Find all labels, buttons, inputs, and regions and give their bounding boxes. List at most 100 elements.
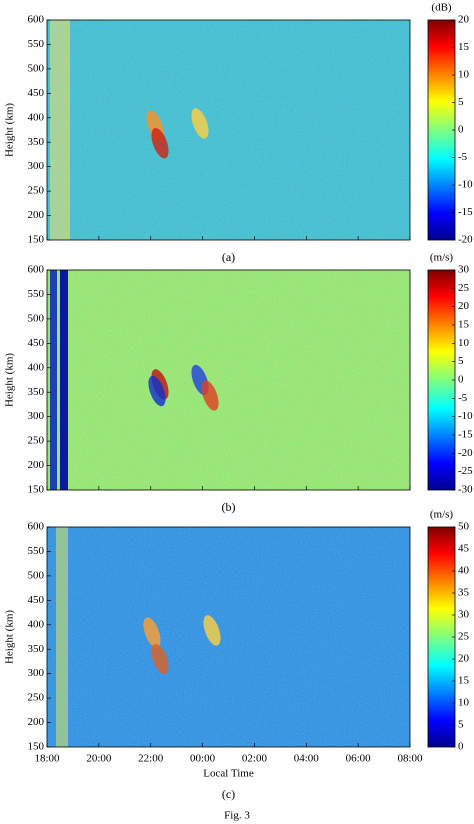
colorbar-tick-label: 40: [458, 565, 470, 577]
x-tick-label: 08:00: [397, 753, 423, 765]
y-tick-label: 600: [28, 264, 45, 276]
y-tick-label: 250: [28, 692, 45, 704]
y-tick-label: 200: [28, 716, 45, 728]
colorbar-tick-label: 5: [458, 719, 464, 731]
colorbar-tick-label: -15: [458, 429, 473, 441]
echo-patch: [151, 643, 169, 675]
y-tick-label: 200: [28, 459, 45, 471]
y-tick-label: 400: [28, 361, 45, 373]
echo-patch: [203, 615, 221, 646]
heatmap-stripe: [50, 270, 57, 490]
y-tick-label: 500: [28, 312, 45, 324]
y-tick-label: 350: [28, 136, 45, 148]
colorbar-tick-label: 30: [458, 264, 470, 276]
y-tick-label: 250: [28, 185, 45, 197]
panel-label: (c): [222, 787, 235, 801]
colorbar-tick-label: 15: [458, 41, 470, 53]
colorbar-tick-label: 0: [458, 741, 464, 753]
colorbar-tick-label: 5: [458, 355, 464, 367]
colorbar: [428, 20, 455, 240]
echo-patch: [143, 617, 161, 648]
colorbar-tick-label: 15: [458, 675, 470, 687]
y-tick-label: 600: [28, 14, 45, 26]
colorbar-label: (m/s): [430, 509, 454, 521]
colorbar-tick-label: -15: [458, 206, 473, 218]
plot-frame: [46, 269, 411, 491]
y-tick-label: 450: [28, 87, 45, 99]
colorbar-tick-label: -10: [458, 410, 473, 422]
colorbar-tick-label: 45: [458, 543, 470, 555]
x-tick-label: 20:00: [86, 753, 112, 765]
colorbar-tick-label: 10: [458, 69, 470, 81]
colorbar-tick-label: -5: [458, 392, 468, 404]
x-tick-label: 00:00: [190, 753, 216, 765]
colorbar-tick-label: 10: [458, 337, 470, 349]
x-tick-label: 02:00: [242, 753, 268, 765]
colorbar-tick-label: 10: [458, 697, 470, 709]
panel-label: (a): [222, 250, 235, 264]
y-tick-label: 500: [28, 569, 45, 581]
x-tick-label: 06:00: [346, 753, 372, 765]
colorbar-tick-label: -30: [458, 484, 473, 496]
y-axis-label: Height (km): [4, 610, 16, 664]
colorbar-tick-label: 30: [458, 609, 470, 621]
y-axis-label: Height (km): [4, 103, 16, 157]
y-tick-label: 150: [28, 234, 45, 246]
y-tick-label: 550: [28, 38, 45, 50]
panel-label: (b): [222, 500, 236, 514]
y-tick-label: 500: [28, 62, 45, 74]
colorbar-tick-label: 15: [458, 319, 470, 331]
colorbar-tick-label: -5: [458, 151, 468, 163]
y-tick-label: 200: [28, 209, 45, 221]
y-axis-label: Height (km): [4, 353, 16, 407]
y-tick-label: 600: [28, 521, 45, 533]
colorbar: [428, 527, 455, 747]
colorbar: [428, 270, 455, 490]
plot-frame: [46, 19, 411, 241]
colorbar-tick-label: 25: [458, 631, 470, 643]
y-tick-label: 150: [28, 484, 45, 496]
y-tick-label: 350: [28, 643, 45, 655]
colorbar-tick-label: -20: [458, 234, 473, 246]
y-tick-label: 400: [28, 618, 45, 630]
x-axis-label: Local Time: [203, 768, 254, 780]
colorbar-tick-label: 0: [458, 124, 464, 136]
y-tick-label: 550: [28, 545, 45, 557]
y-tick-label: 300: [28, 160, 45, 172]
echo-patch: [151, 127, 169, 159]
colorbar-label: (m/s): [430, 252, 454, 264]
y-tick-label: 350: [28, 386, 45, 398]
y-tick-label: 450: [28, 337, 45, 349]
plot-frame: [46, 526, 411, 748]
echo-patch: [201, 380, 219, 411]
echo-patch: [191, 108, 209, 139]
heatmap-noise: [47, 527, 410, 747]
colorbar-tick-label: 20: [458, 300, 470, 312]
colorbar-label: (dB): [431, 2, 452, 14]
y-tick-label: 150: [28, 741, 45, 753]
colorbar-tick-label: 25: [458, 282, 470, 294]
heatmap-stripe: [56, 527, 68, 747]
colorbar-tick-label: 0: [458, 374, 464, 386]
y-tick-label: 400: [28, 111, 45, 123]
y-tick-label: 300: [28, 410, 45, 422]
colorbar-tick-label: -25: [458, 465, 473, 477]
colorbar-tick-label: 35: [458, 587, 470, 599]
heatmap-stripe: [50, 20, 70, 240]
colorbar-tick-label: 20: [458, 14, 470, 26]
y-tick-label: 300: [28, 667, 45, 679]
colorbar-tick-label: -10: [458, 179, 473, 191]
y-tick-label: 550: [28, 288, 45, 300]
colorbar-tick-label: 5: [458, 96, 464, 108]
x-tick-label: 22:00: [138, 753, 164, 765]
colorbar-tick-label: -20: [458, 447, 473, 459]
heatmap-noise: [47, 270, 410, 490]
x-tick-label: 18:00: [34, 753, 60, 765]
x-tick-label: 04:00: [294, 753, 320, 765]
heatmap-noise: [47, 20, 410, 240]
colorbar-tick-label: 50: [458, 521, 470, 533]
y-tick-label: 450: [28, 594, 45, 606]
echo-patch: [148, 375, 166, 407]
